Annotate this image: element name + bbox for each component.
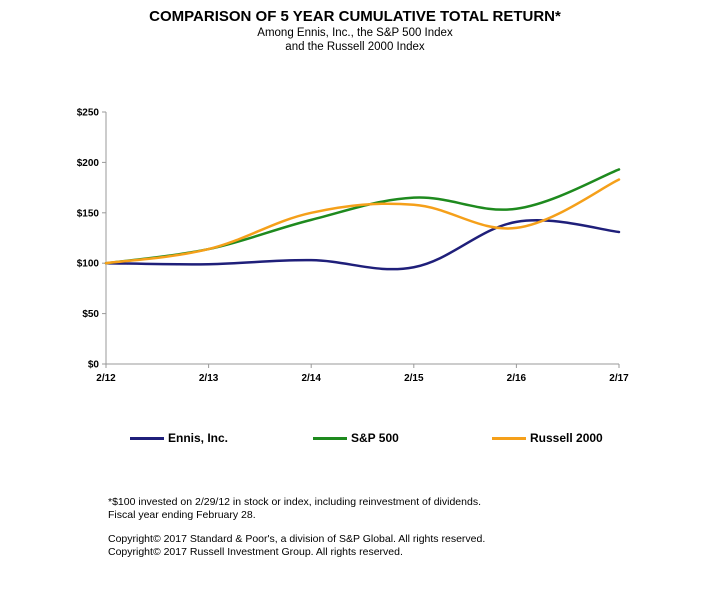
legend-label-sp500: S&P 500 [351, 431, 399, 445]
y-tick-label: $0 [88, 360, 100, 371]
legend-item-ennis: Ennis, Inc. [130, 430, 228, 446]
chart-subtitle-line-2: and the Russell 2000 Index [285, 41, 425, 53]
chart-subtitle-line-1: Among Ennis, Inc., the S&P 500 Index [257, 27, 453, 39]
x-tick-label: 2/12 [96, 373, 116, 384]
y-tick-label: $100 [77, 259, 100, 270]
x-tick-label: 2/15 [404, 373, 424, 384]
x-tick-label: 2/13 [199, 373, 219, 384]
line-chart: $0 $50 $100 $150 $200 $250 2/12 2/13 2/14 2/15 2/1… [77, 108, 629, 385]
legend-item-sp500: S&P 500 [313, 430, 399, 446]
series-line-sp500 [104, 168, 621, 265]
y-tick-label: $150 [77, 208, 100, 219]
y-tick-label: $50 [82, 309, 99, 320]
series-line-ennis [104, 219, 621, 271]
chart-axes: $0 $50 $100 $150 $200 $250 2/12 2/13 2/14 2/15 2/1… [77, 108, 629, 385]
chart-title: COMPARISON OF 5 YEAR CUMULATIVE TOTAL RE… [149, 8, 561, 25]
footnote-copyright-sp: Copyright© 2017 Standard & Poor's, a div… [108, 533, 486, 545]
legend-label-russell: Russell 2000 [530, 431, 603, 445]
legend-swatch-ennis [130, 436, 164, 440]
legend-label-ennis: Ennis, Inc. [168, 431, 229, 445]
footnote-fiscal-year: Fiscal year ending February 28. [108, 509, 256, 521]
series-line-russell [104, 178, 621, 265]
footnote-investment: *$100 invested on 2/29/12 in stock or in… [108, 496, 481, 508]
legend-swatch-russell [492, 436, 526, 440]
x-tick-label: 2/14 [301, 373, 321, 384]
x-tick-label: 2/17 [609, 373, 629, 384]
legend-swatch-sp500 [313, 436, 347, 440]
footnote-copyright-russell: Copyright© 2017 Russell Investment Group… [108, 546, 403, 558]
legend-item-russell: Russell 2000 [492, 430, 603, 446]
y-tick-label: $200 [77, 158, 100, 169]
y-tick-label: $250 [77, 108, 100, 119]
chart-series [104, 168, 621, 271]
x-tick-label: 2/16 [507, 373, 527, 384]
